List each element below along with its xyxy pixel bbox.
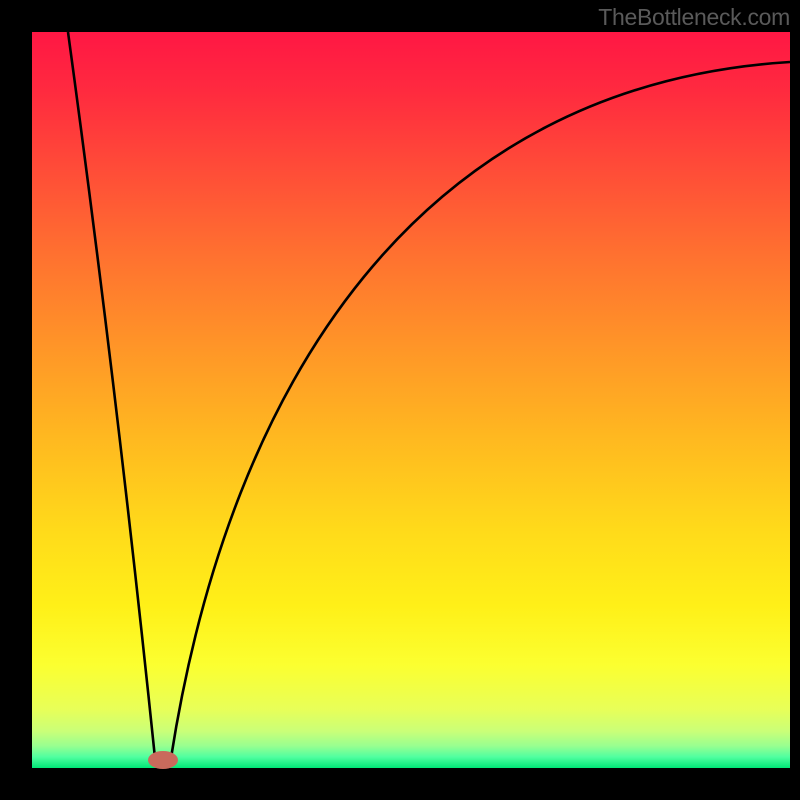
watermark: TheBottleneck.com [598, 4, 790, 31]
bottleneck-chart-svg [0, 0, 800, 800]
chart-container: TheBottleneck.com [0, 0, 800, 800]
optimal-marker [148, 751, 178, 769]
